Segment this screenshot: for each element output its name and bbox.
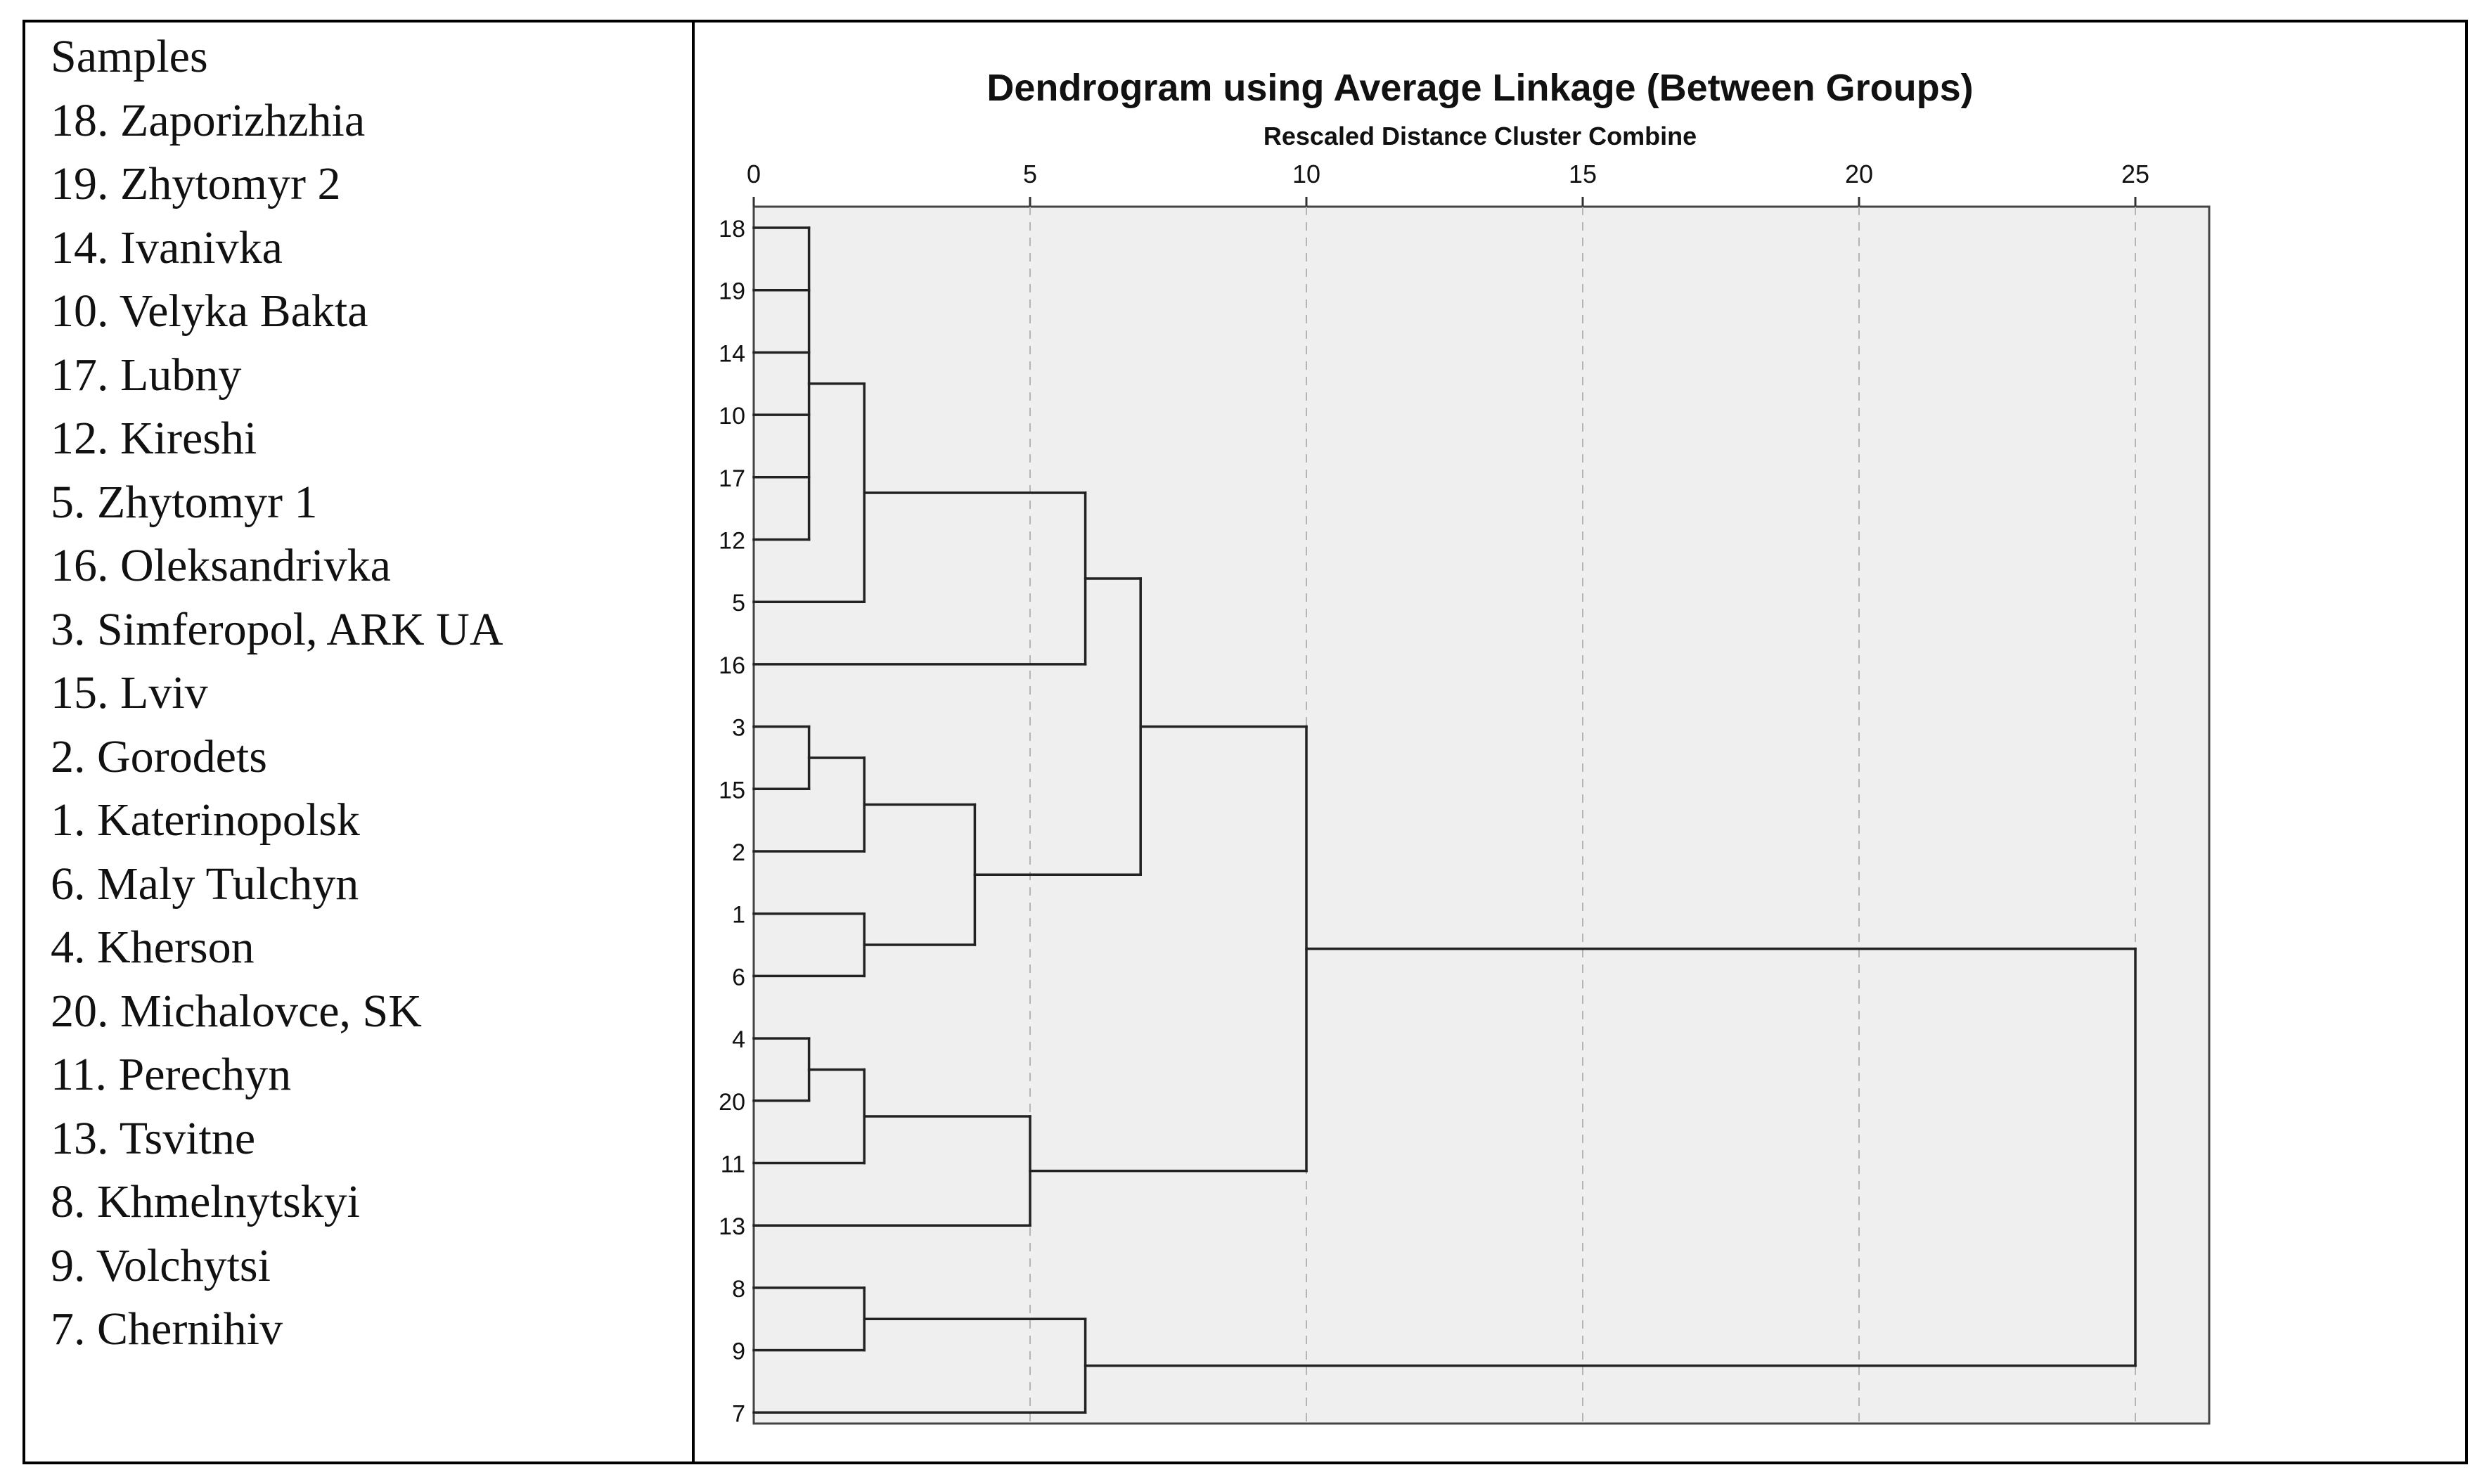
leaf-label: 9: [732, 1338, 745, 1365]
sample-item: 8. Khmelnytskyi: [51, 1176, 360, 1227]
leaf-label: 18: [719, 216, 745, 243]
sample-item: 19. Zhytomyr 2: [51, 158, 341, 209]
leaf-label: 12: [719, 528, 745, 555]
column-divider: [692, 20, 695, 1464]
sample-item: 1. Katerinopolsk: [51, 794, 360, 846]
sample-item: 12. Kireshi: [51, 413, 257, 464]
leaf-label: 3: [732, 715, 745, 742]
sample-item: 20. Michalovce, SK: [51, 985, 422, 1037]
leaf-label: 16: [719, 652, 745, 679]
samples-panel: Samples 18. Zaporizhzhia 19. Zhytomyr 2 …: [51, 25, 683, 1362]
leaf-label: 15: [719, 777, 745, 804]
leaf-label: 20: [719, 1089, 745, 1116]
x-tick-label: 20: [1845, 160, 1873, 188]
sample-item: 17. Lubny: [51, 349, 242, 401]
x-tick-label: 25: [2121, 160, 2149, 188]
leaf-label: 6: [732, 964, 745, 991]
leaf-label: 8: [732, 1276, 745, 1303]
sample-item: 14. Ivanivka: [51, 221, 283, 273]
leaf-label: 11: [721, 1151, 745, 1178]
sample-item: 4. Kherson: [51, 922, 255, 973]
plot-area: [752, 205, 2211, 1425]
sample-item: 13. Tsvitne: [51, 1112, 256, 1164]
sample-item: 5. Zhytomyr 1: [51, 476, 318, 528]
sample-item: 6. Maly Tulchyn: [51, 858, 359, 910]
sample-item: 10. Velyka Bakta: [51, 285, 368, 337]
sample-item: 3. Simferopol, ARK UA: [51, 603, 503, 655]
x-tick-label: 0: [747, 160, 761, 188]
leaf-label: 10: [719, 403, 745, 430]
sample-item: 18. Zaporizhzhia: [51, 94, 366, 146]
sample-item: 11. Perechyn: [51, 1049, 292, 1100]
sample-item: 2. Gorodets: [51, 730, 267, 782]
chart-title: Dendrogram using Average Linkage (Betwee…: [986, 67, 1973, 109]
sample-item: 15. Lviv: [51, 667, 208, 718]
leaf-label: 4: [732, 1026, 745, 1053]
leaf-label: 14: [719, 340, 745, 367]
x-tick-label: 5: [1023, 160, 1037, 188]
sample-item: 16. Oleksandrivka: [51, 540, 391, 591]
sample-item: 7. Chernihiv: [51, 1303, 283, 1355]
leaf-label: 17: [719, 465, 745, 492]
table-frame: [22, 20, 2468, 1464]
leaf-label: 5: [732, 590, 745, 617]
chart-subtitle: Rescaled Distance Cluster Combine: [1263, 122, 1697, 150]
leaf-label: 1: [732, 902, 745, 929]
x-tick-label: 10: [1292, 160, 1320, 188]
leaf-label: 19: [719, 278, 745, 305]
leaf-label: 13: [719, 1213, 745, 1240]
leaf-label: 2: [732, 839, 745, 866]
leaf-label: 7: [732, 1400, 745, 1427]
sample-item: 9. Volchytsi: [51, 1239, 271, 1291]
x-tick-label: 15: [1569, 160, 1597, 188]
samples-heading: Samples: [51, 31, 208, 82]
